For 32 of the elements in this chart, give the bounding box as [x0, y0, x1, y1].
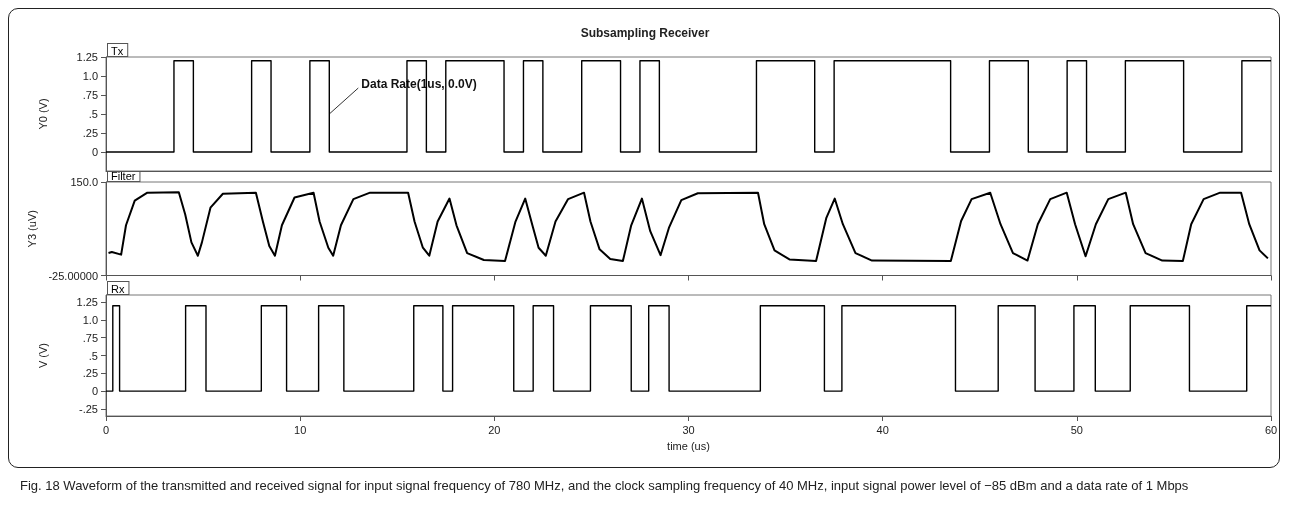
x-tick-label: 30: [682, 423, 695, 436]
x-tick-label: 10: [294, 423, 307, 436]
x-tick-label: 50: [1070, 423, 1083, 436]
y-tick-label: .25: [82, 127, 98, 139]
y-tick-label: -25.00000: [48, 269, 98, 282]
y-tick-label: .5: [88, 349, 98, 362]
y-tick-label: 0: [91, 146, 98, 158]
y-tick-label: 1.0: [82, 313, 98, 326]
x-tick-label: 40: [876, 423, 889, 436]
y-tick-label: -.25: [79, 402, 98, 415]
y-tick-label: 1.25: [76, 296, 98, 309]
y-axis-title: V (V): [36, 342, 49, 369]
y-tick-label: 1.0: [82, 70, 98, 82]
y-tick-label: .5: [88, 108, 98, 120]
y-tick-label: 0: [91, 385, 98, 398]
line-series: [107, 191, 1269, 263]
text: Tx: [111, 44, 124, 57]
y-tick-label: 1.25: [76, 51, 98, 63]
y-axis-title: Y0 (V): [36, 98, 49, 130]
y-tick-label: 150.0: [70, 176, 98, 188]
x-tick-label: 60: [1264, 423, 1278, 436]
y-tick-label: .75: [82, 89, 98, 101]
series-label: Filter: [111, 169, 136, 182]
caption: Fig. 18 Waveform of the transmitted and received signal for input signal frequency of 780 MHz, and the clock sampling frequency of 40 MHz, input signal power level of −85 dBm and a data rate of 1 Mbps: [20, 477, 1190, 495]
x-tick-label: 0: [102, 423, 110, 436]
x-tick-label: 20: [488, 423, 501, 436]
y-tick-label: .25: [82, 367, 98, 380]
series-label: Rx: [111, 282, 125, 295]
y-axis-title: Y3 (uV): [26, 210, 39, 248]
y-tick-label: .75: [82, 331, 98, 344]
chart-title: Subsampling Receiver: [580, 26, 710, 40]
x-axis-title: time (us): [667, 439, 710, 452]
